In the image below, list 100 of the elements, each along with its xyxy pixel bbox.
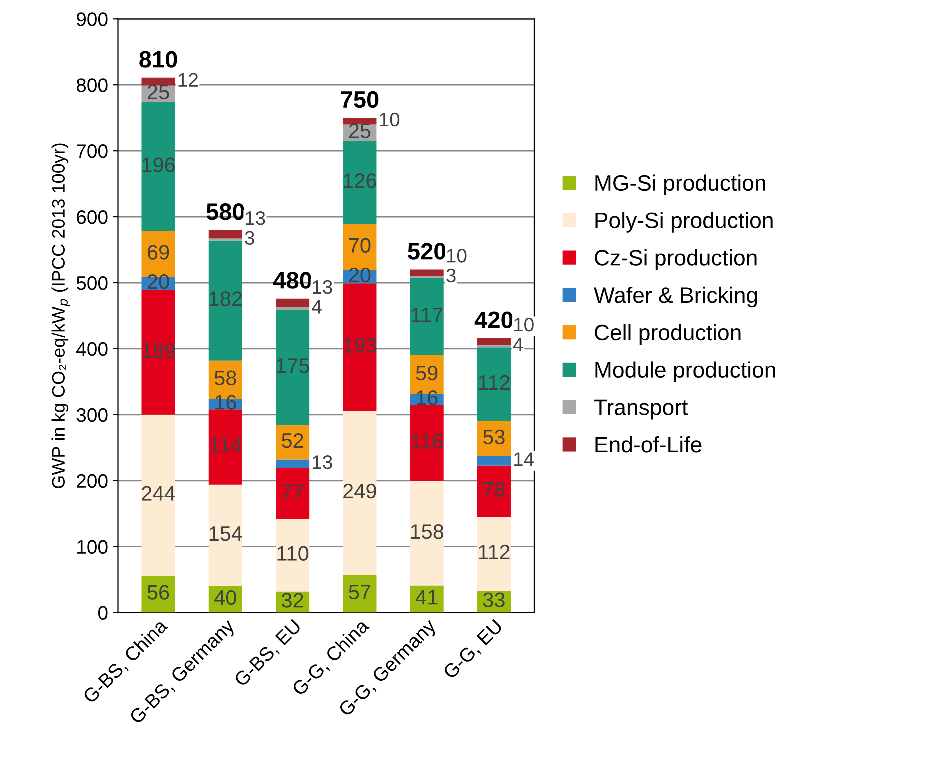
y-tick-label: 900 bbox=[77, 12, 108, 26]
bar bbox=[343, 410, 377, 576]
data-label: 196 bbox=[142, 158, 175, 172]
data-label: 189 bbox=[142, 343, 175, 358]
data-label: 13 bbox=[313, 456, 332, 470]
data-label: 53 bbox=[483, 430, 505, 445]
y-tick-label: 700 bbox=[77, 144, 108, 158]
data-label: 126 bbox=[344, 174, 376, 188]
bar bbox=[208, 240, 242, 361]
bar bbox=[477, 338, 511, 345]
bar bbox=[410, 270, 444, 276]
bar bbox=[208, 484, 242, 586]
data-label: 57 bbox=[349, 585, 370, 600]
data-label: 249 bbox=[344, 484, 376, 499]
bar bbox=[477, 456, 511, 466]
y-tick-label: 0 bbox=[98, 606, 108, 620]
bar bbox=[142, 414, 176, 576]
total-label: 750 bbox=[341, 91, 379, 108]
data-label: 13 bbox=[313, 280, 332, 294]
bar bbox=[343, 284, 377, 411]
data-label: 20 bbox=[349, 268, 371, 283]
data-label: 20 bbox=[148, 274, 170, 290]
total-label: 580 bbox=[206, 204, 244, 220]
legend-label: Poly-Si production bbox=[596, 212, 773, 233]
legend-label: End-of-Life bbox=[596, 436, 702, 453]
data-label: 182 bbox=[210, 292, 242, 306]
y-tick-label: 400 bbox=[76, 342, 108, 356]
legend-label: Module production bbox=[596, 362, 776, 382]
x-tick-label: G-G, EU bbox=[442, 619, 505, 682]
total-label: 480 bbox=[273, 272, 312, 289]
data-label: 16 bbox=[417, 390, 438, 406]
bar bbox=[208, 410, 242, 485]
data-label: 69 bbox=[148, 245, 170, 260]
data-label: 13 bbox=[246, 211, 266, 226]
y-tick-label: 500 bbox=[76, 276, 108, 290]
bar bbox=[208, 230, 242, 239]
data-label: 25 bbox=[349, 124, 371, 139]
data-label: 33 bbox=[483, 592, 505, 608]
bar bbox=[142, 78, 176, 86]
bar bbox=[477, 517, 511, 592]
y-tick-label: 200 bbox=[77, 474, 108, 488]
data-label: 58 bbox=[214, 370, 236, 386]
bar bbox=[477, 422, 511, 456]
data-label: 158 bbox=[411, 524, 444, 540]
data-label: 77 bbox=[282, 484, 304, 500]
data-label: 4 bbox=[312, 300, 322, 314]
bar bbox=[343, 575, 377, 613]
legend-label: Wafer & Bricking bbox=[594, 286, 758, 308]
bar bbox=[276, 310, 310, 426]
total-label: 420 bbox=[474, 312, 513, 328]
data-label: 3 bbox=[446, 268, 456, 283]
data-label: 10 bbox=[380, 112, 400, 127]
legend-label: Cz-Si production bbox=[595, 250, 757, 270]
bar bbox=[343, 141, 377, 224]
data-label: 244 bbox=[142, 486, 176, 501]
data-label: 4 bbox=[513, 338, 524, 352]
data-label: 112 bbox=[479, 544, 510, 560]
data-label: 25 bbox=[148, 84, 170, 100]
total-label: 520 bbox=[408, 243, 446, 260]
data-label: 175 bbox=[277, 358, 310, 374]
data-label: 112 bbox=[479, 375, 510, 390]
bar bbox=[410, 278, 444, 356]
bar bbox=[276, 425, 310, 460]
bar bbox=[477, 348, 511, 422]
bar bbox=[276, 519, 310, 592]
data-label: 10 bbox=[514, 318, 534, 332]
data-label: 78 bbox=[484, 482, 505, 498]
data-label: 59 bbox=[416, 366, 438, 381]
data-label: 12 bbox=[178, 73, 198, 87]
legend-label: Cell production bbox=[595, 324, 741, 346]
bar bbox=[142, 102, 176, 232]
data-label: 52 bbox=[282, 433, 304, 448]
bar bbox=[477, 466, 511, 518]
data-label: 16 bbox=[216, 395, 236, 410]
bar bbox=[142, 290, 176, 415]
data-label: 32 bbox=[282, 593, 304, 608]
bar bbox=[410, 482, 444, 586]
bar bbox=[276, 307, 310, 310]
data-label: 56 bbox=[148, 585, 170, 600]
bar bbox=[477, 345, 511, 348]
total-label: 810 bbox=[140, 51, 178, 68]
data-label: 40 bbox=[214, 590, 236, 606]
data-label: 110 bbox=[278, 546, 309, 562]
data-label: 154 bbox=[210, 526, 242, 542]
bar bbox=[142, 576, 176, 613]
data-label: 14 bbox=[514, 452, 534, 466]
data-label: 10 bbox=[447, 249, 467, 263]
data-label: 70 bbox=[349, 238, 371, 253]
data-label: 117 bbox=[412, 308, 443, 322]
bar bbox=[410, 405, 444, 482]
y-tick-label: 600 bbox=[77, 210, 108, 224]
bar bbox=[276, 468, 310, 520]
y-tick-label: 800 bbox=[76, 78, 108, 92]
data-label: 116 bbox=[412, 434, 443, 449]
data-label: 114 bbox=[210, 438, 242, 453]
data-label: 41 bbox=[416, 590, 438, 605]
y-tick-label: 100 bbox=[78, 540, 108, 554]
legend-label: MG-Si production bbox=[596, 174, 766, 196]
data-label: 3 bbox=[245, 231, 254, 246]
y-axis-title: GWP in kg CO₂-eq/kW$_{p}$ (IPCC 2013 100yr) bbox=[52, 144, 70, 488]
